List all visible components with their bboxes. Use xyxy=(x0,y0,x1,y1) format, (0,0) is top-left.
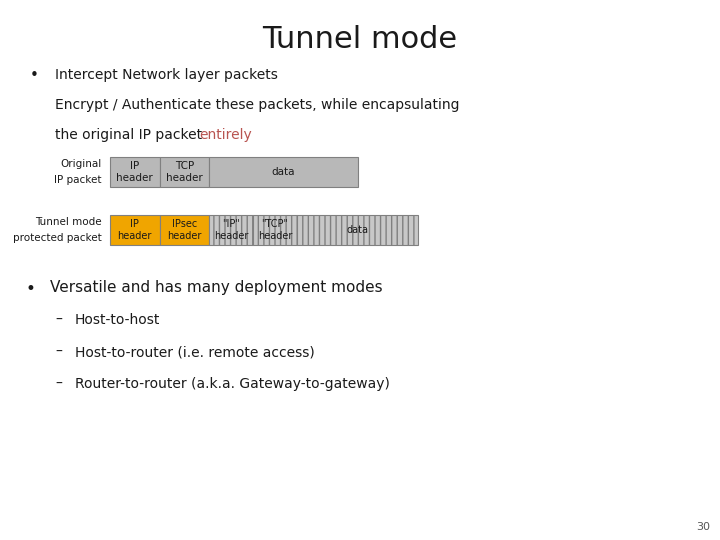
Bar xyxy=(253,215,297,245)
Text: data: data xyxy=(271,167,295,177)
Text: Original: Original xyxy=(60,159,102,169)
Text: Tunnel mode: Tunnel mode xyxy=(35,217,102,227)
Text: "IP"
header: "IP" header xyxy=(214,219,248,241)
Text: IP
header: IP header xyxy=(117,219,152,241)
Text: protected packet: protected packet xyxy=(13,233,102,243)
Bar xyxy=(110,157,160,187)
Text: –: – xyxy=(55,313,62,327)
Text: entirely: entirely xyxy=(199,128,251,142)
Text: "TCP"
header: "TCP" header xyxy=(258,219,292,241)
Bar xyxy=(209,157,358,187)
Bar xyxy=(110,215,160,245)
Bar xyxy=(160,215,209,245)
Text: 30: 30 xyxy=(696,522,710,532)
Text: IP packet: IP packet xyxy=(55,175,102,185)
Bar xyxy=(160,157,209,187)
Text: Host-to-router (i.e. remote access): Host-to-router (i.e. remote access) xyxy=(75,345,315,359)
Bar xyxy=(209,215,253,245)
Text: •: • xyxy=(25,280,35,298)
Text: Router-to-router (a.k.a. Gateway-to-gateway): Router-to-router (a.k.a. Gateway-to-gate… xyxy=(75,377,390,391)
Text: –: – xyxy=(55,345,62,359)
Text: the original IP packet: the original IP packet xyxy=(55,128,207,142)
Bar xyxy=(297,215,418,245)
Text: IPsec
header: IPsec header xyxy=(167,219,202,241)
Text: Host-to-host: Host-to-host xyxy=(75,313,161,327)
Text: TCP
header: TCP header xyxy=(166,161,202,183)
Text: –: – xyxy=(55,377,62,391)
Text: •: • xyxy=(30,68,39,83)
Text: IP
header: IP header xyxy=(117,161,153,183)
Text: data: data xyxy=(346,225,369,235)
Text: Versatile and has many deployment modes: Versatile and has many deployment modes xyxy=(50,280,382,295)
Text: Encrypt / Authenticate these packets, while encapsulating: Encrypt / Authenticate these packets, wh… xyxy=(55,98,459,112)
Text: Tunnel mode: Tunnel mode xyxy=(262,25,458,54)
Text: Intercept Network layer packets: Intercept Network layer packets xyxy=(55,68,278,82)
